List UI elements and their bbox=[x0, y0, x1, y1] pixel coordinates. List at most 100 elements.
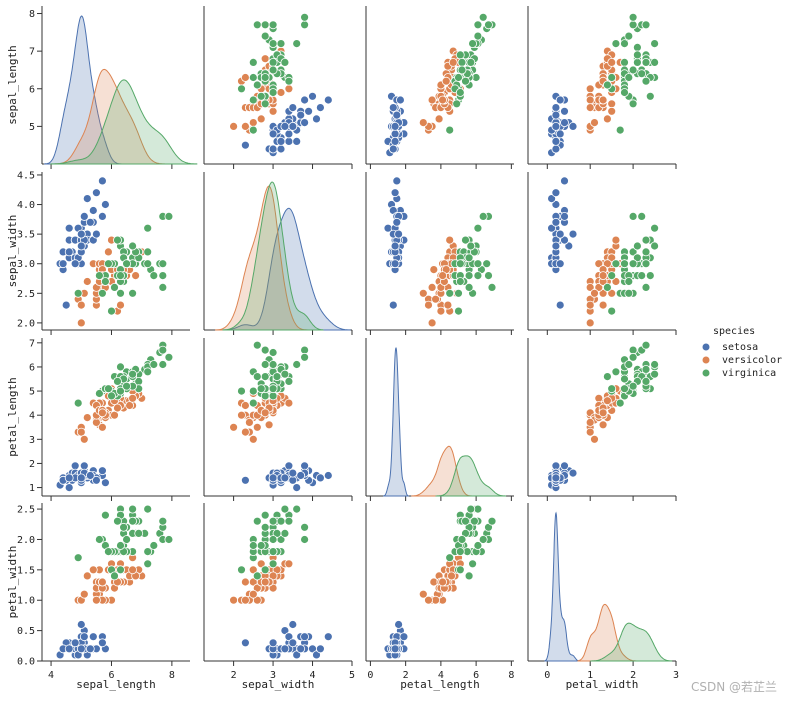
y-tick-label: 1.5 bbox=[17, 565, 35, 576]
panel-sepal_width-vs-petal_length bbox=[365, 172, 514, 335]
scatter-point-setosa bbox=[323, 95, 333, 105]
scatter-point-virginica bbox=[611, 259, 621, 269]
scatter-point-versicolor bbox=[237, 410, 246, 420]
scatter-point-virginica bbox=[633, 58, 642, 67]
scatter-point-versicolor bbox=[585, 417, 595, 427]
panel-petal_length-vs-petal_length bbox=[365, 338, 514, 501]
scatter-point-virginica bbox=[276, 39, 286, 48]
scatter-point-virginica bbox=[149, 360, 159, 369]
panel-petal_width-vs-petal_length: 0 2 4 6 8 petal_length bbox=[365, 503, 514, 691]
scatter-point-versicolor bbox=[441, 76, 451, 86]
scatter-point-versicolor bbox=[268, 571, 278, 581]
scatter-point-virginica bbox=[637, 271, 647, 281]
scatter-point-virginica bbox=[473, 31, 483, 41]
scatter-point-versicolor bbox=[447, 571, 456, 581]
scatter-point-virginica bbox=[624, 277, 634, 286]
scatter-point-virginica bbox=[272, 372, 282, 382]
scatter-point-virginica bbox=[300, 535, 310, 544]
scatter-point-virginica bbox=[641, 340, 651, 350]
scatter-point-virginica bbox=[641, 58, 651, 67]
panel-petal_width-vs-petal_width: 0 1 2 3 petal_width bbox=[527, 503, 679, 691]
scatter-point-versicolor bbox=[104, 247, 113, 257]
scatter-point-setosa bbox=[399, 632, 409, 642]
scatter-point-virginica bbox=[164, 352, 174, 362]
scatter-point-setosa bbox=[76, 620, 86, 629]
scatter-point-setosa bbox=[560, 106, 569, 116]
y-axis-label-sepal_width: sepal_width bbox=[6, 215, 19, 288]
scatter-point-versicolor bbox=[585, 95, 595, 105]
scatter-point-virginica bbox=[628, 381, 638, 391]
legend-label-virginica: virginica bbox=[722, 368, 776, 379]
y-tick-label: 4 bbox=[29, 411, 35, 422]
scatter-point-virginica bbox=[445, 125, 455, 135]
scatter-point-virginica bbox=[260, 360, 270, 369]
scatter-point-virginica bbox=[292, 360, 302, 369]
scatter-point-virginica bbox=[116, 565, 125, 575]
scatter-point-virginica bbox=[73, 288, 83, 298]
scatter-point-virginica bbox=[445, 288, 455, 298]
x-tick-label: 4 bbox=[48, 670, 54, 681]
scatter-point-virginica bbox=[624, 31, 634, 41]
scatter-point-virginica bbox=[473, 20, 483, 30]
scatter-point-versicolor bbox=[443, 300, 453, 310]
scatter-point-virginica bbox=[252, 372, 262, 382]
scatter-point-virginica bbox=[473, 541, 483, 550]
scatter-point-setosa bbox=[64, 473, 74, 483]
scatter-point-virginica bbox=[650, 369, 659, 379]
scatter-point-versicolor bbox=[594, 282, 604, 292]
scatter-point-setosa bbox=[76, 229, 86, 239]
scatter-point-virginica bbox=[268, 547, 278, 556]
y-tick-label: 2.0 bbox=[17, 535, 35, 546]
scatter-point-virginica bbox=[268, 20, 278, 30]
scatter-point-virginica bbox=[284, 76, 294, 86]
scatter-point-virginica bbox=[457, 535, 467, 544]
scatter-point-versicolor bbox=[429, 265, 439, 275]
scatter-point-virginica bbox=[143, 247, 153, 257]
scatter-point-virginica bbox=[628, 352, 638, 362]
scatter-point-setosa bbox=[560, 176, 569, 186]
scatter-point-virginica bbox=[260, 372, 270, 382]
scatter-point-versicolor bbox=[607, 288, 617, 298]
scatter-point-virginica bbox=[143, 504, 153, 514]
panel-sepal_length-vs-sepal_length: 5 6 7 8 sepal_length bbox=[6, 6, 198, 169]
panel-petal_length-vs-sepal_length: 1 2 3 4 5 6 7 petal_length bbox=[6, 338, 190, 501]
scatter-point-virginica bbox=[268, 559, 278, 569]
x-axis-label-sepal_width: sepal_width bbox=[242, 678, 315, 691]
scatter-point-virginica bbox=[237, 565, 246, 575]
scatter-point-virginica bbox=[466, 241, 476, 251]
scatter-point-versicolor bbox=[598, 420, 608, 430]
scatter-point-setosa bbox=[560, 211, 569, 221]
scatter-point-versicolor bbox=[79, 589, 89, 599]
scatter-point-virginica bbox=[143, 547, 153, 556]
scatter-point-setosa bbox=[292, 136, 302, 146]
scatter-point-virginica bbox=[248, 541, 258, 550]
scatter-point-virginica bbox=[237, 84, 246, 94]
scatter-point-virginica bbox=[268, 360, 278, 369]
x-axis-label-petal_length: petal_length bbox=[400, 678, 479, 691]
scatter-point-virginica bbox=[260, 99, 270, 109]
scatter-point-virginica bbox=[95, 271, 104, 281]
scatter-point-versicolor bbox=[260, 54, 270, 64]
scatter-point-virginica bbox=[158, 271, 168, 281]
scatter-point-virginica bbox=[624, 288, 634, 298]
scatter-point-setosa bbox=[551, 136, 561, 146]
scatter-point-virginica bbox=[650, 223, 659, 233]
scatter-point-virginica bbox=[300, 20, 310, 30]
x-tick-label: 1 bbox=[587, 670, 593, 681]
scatter-point-setosa bbox=[296, 644, 306, 654]
scatter-point-setosa bbox=[300, 461, 310, 471]
scatter-point-virginica bbox=[487, 516, 497, 526]
scatter-point-virginica bbox=[607, 306, 617, 316]
scatter-point-setosa bbox=[88, 206, 98, 215]
scatter-point-versicolor bbox=[116, 300, 125, 310]
scatter-point-virginica bbox=[466, 58, 476, 67]
scatter-point-versicolor bbox=[603, 396, 612, 406]
scatter-point-virginica bbox=[248, 386, 258, 396]
scatter-point-virginica bbox=[464, 571, 474, 581]
scatter-point-setosa bbox=[296, 471, 306, 480]
scatter-point-setosa bbox=[240, 638, 250, 648]
scatter-point-versicolor bbox=[256, 559, 266, 569]
legend-label-setosa: setosa bbox=[722, 342, 758, 353]
scatter-point-versicolor bbox=[82, 277, 92, 286]
scatter-point-setosa bbox=[64, 644, 74, 654]
